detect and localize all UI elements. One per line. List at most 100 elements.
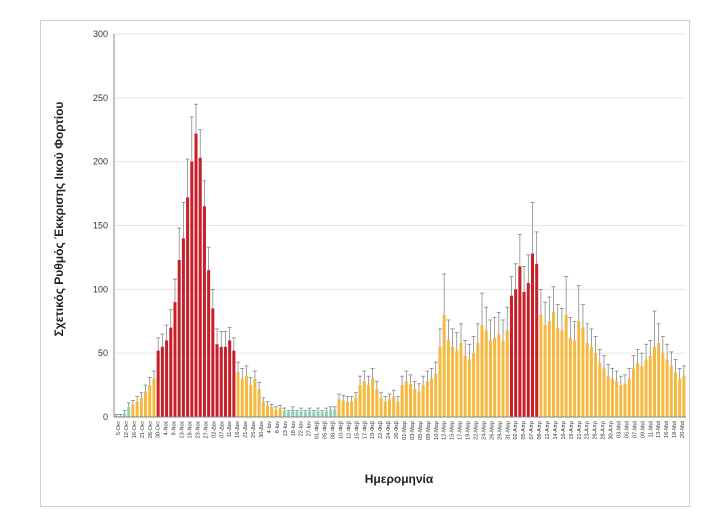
bar (219, 346, 223, 417)
x-tick-label: 21-Oκτ (140, 420, 146, 438)
bar (173, 302, 177, 417)
bar (177, 259, 181, 417)
bar (228, 340, 232, 417)
error-bars (114, 103, 686, 416)
x-tick-label: 03-Μαϊ (616, 420, 622, 438)
x-tick-label: 22-Ιαν (299, 421, 305, 437)
bar (476, 342, 480, 417)
y-tick-label: 100 (93, 284, 108, 294)
bar (648, 355, 652, 417)
bar (631, 368, 635, 417)
bar (341, 400, 345, 417)
x-axis-title: Ημερομηνία (365, 472, 434, 486)
bar (661, 353, 665, 417)
bar (421, 385, 425, 417)
x-tick-label: 21-Απρ (577, 421, 583, 440)
bar (379, 397, 383, 417)
bar (144, 391, 148, 417)
bar (308, 410, 312, 417)
y-tick-label: 0 (103, 412, 108, 422)
bar (446, 340, 450, 417)
bar (165, 340, 169, 417)
x-tick-label: 01-Μαρ (402, 421, 408, 440)
x-tick-label: 01-Φεβ (315, 421, 321, 439)
bar (451, 346, 455, 417)
bar (573, 340, 577, 417)
x-tick-label: 05-Μαρ (418, 421, 424, 440)
bar (387, 399, 391, 417)
bar (636, 363, 640, 417)
bar (463, 355, 467, 417)
bar (354, 397, 358, 417)
x-tick-label: 08-Μαρ (426, 421, 432, 440)
bar (514, 289, 518, 417)
bar (240, 378, 244, 417)
bar (472, 353, 476, 417)
bar (190, 161, 194, 417)
x-tick-label: 05-Απρ (521, 421, 527, 440)
bar (539, 314, 543, 417)
x-tick-label: 23-Nοε (195, 420, 201, 438)
bar (215, 344, 219, 417)
x-tick-label: 29-Μαρ (497, 421, 503, 440)
x-tick-label: 11-Μαϊ (648, 420, 654, 437)
x-tick-label: 4-Nοε (164, 420, 170, 435)
bar (430, 378, 434, 417)
bar (564, 314, 568, 417)
bar (236, 372, 240, 417)
x-tick-label: 28-Απρ (601, 421, 607, 440)
bar (211, 308, 215, 417)
bar (249, 385, 253, 417)
bar (266, 405, 270, 417)
x-tick-label: 10-Μαρ (434, 421, 440, 440)
bar (585, 342, 589, 417)
bar (329, 409, 333, 417)
bar (522, 291, 526, 417)
bar (526, 282, 530, 417)
bar (619, 385, 623, 417)
bar (312, 411, 316, 417)
bar (417, 391, 421, 417)
bar (148, 385, 152, 417)
bar (673, 372, 677, 417)
bar (131, 404, 135, 417)
bar (303, 411, 307, 417)
bar (232, 350, 236, 417)
x-tick-label: 12-Oκτ (124, 420, 130, 438)
x-tick-label: 30-Oκτ (156, 420, 162, 438)
bar (152, 378, 156, 417)
bar (535, 263, 539, 417)
x-tick-label: 16-Oκτ (132, 420, 138, 438)
bar (484, 330, 488, 417)
bar (291, 409, 295, 417)
x-tick-label: 18-Μαϊ (672, 420, 678, 438)
bar (400, 385, 404, 417)
bar (602, 368, 606, 417)
bar (425, 381, 429, 417)
x-tick-label: 02-Δεκ (211, 421, 217, 438)
bar (383, 401, 387, 417)
x-tick-label: 4-Ιαν (267, 421, 273, 434)
x-tick-label: 5-Oκτ (116, 420, 122, 435)
bar (123, 413, 127, 417)
bar (543, 325, 547, 417)
y-tick-labels: 0 50 100 150 200 250 300 (93, 29, 108, 422)
bar (577, 321, 581, 417)
bar (257, 388, 261, 417)
x-tick-label: 16-Μαϊ (664, 420, 670, 438)
x-tick-label: 03-Μαρ (410, 421, 416, 440)
bar (362, 381, 366, 417)
bar (169, 327, 173, 417)
bar (581, 327, 585, 417)
bar (640, 365, 644, 417)
bar (198, 157, 202, 417)
x-tick-label: 20-Μαϊ (680, 420, 686, 438)
bar (530, 253, 534, 417)
x-tick-label: 22-Μαρ (473, 421, 479, 440)
x-tick-label: 18-Nοε (187, 420, 193, 438)
axes (113, 34, 686, 418)
bar (337, 399, 341, 417)
x-tick-label: 05-Φεβ (323, 421, 329, 439)
bar (594, 353, 598, 417)
bar-chart: 0 50 100 150 200 250 300 5-Oκτ 12-Oκτ 16-Oκτ 21-O… (52, 29, 686, 486)
